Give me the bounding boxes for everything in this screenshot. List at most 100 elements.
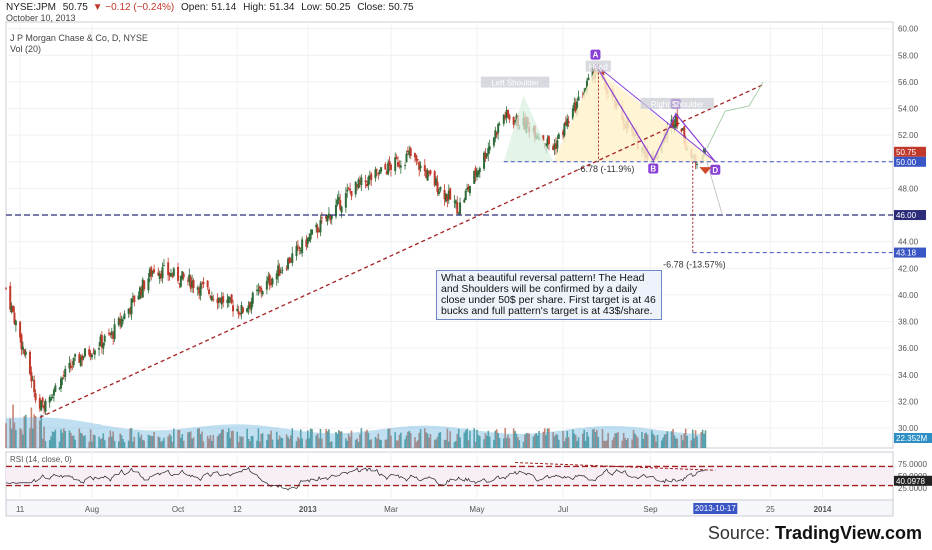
volume-bar xyxy=(308,438,310,448)
volume-bar xyxy=(573,433,576,448)
volume-bar xyxy=(51,431,54,448)
candle-body xyxy=(78,354,81,363)
volume-bar xyxy=(81,433,83,448)
volume-bar xyxy=(433,439,436,448)
candle-body xyxy=(117,318,120,326)
candle-body xyxy=(334,204,337,217)
candle-body xyxy=(474,168,477,176)
volume-bar xyxy=(479,436,481,448)
volume-bar xyxy=(336,433,339,448)
volume-bar xyxy=(118,441,120,448)
volume-bar xyxy=(704,430,707,448)
y-tick-label: 32.00 xyxy=(898,397,919,406)
volume-bar xyxy=(436,436,439,448)
candle-body xyxy=(74,354,77,357)
volume-bar xyxy=(72,435,75,448)
candle-body xyxy=(103,335,106,342)
price-badge xyxy=(894,247,926,258)
volume-bar xyxy=(676,438,679,448)
candle-body xyxy=(219,297,222,303)
candle-body xyxy=(58,388,61,389)
volume-bar xyxy=(612,437,615,448)
candle-body xyxy=(337,196,340,201)
candle-body xyxy=(681,128,684,131)
volume-bar xyxy=(141,439,144,448)
candle-body xyxy=(89,353,92,357)
shoulder-label: Head xyxy=(589,63,608,72)
high-label: High: xyxy=(243,2,267,13)
candle-body xyxy=(157,272,160,276)
candle-body xyxy=(446,195,449,201)
volume-bar xyxy=(445,439,447,448)
volume-bar xyxy=(398,434,401,448)
volume-bar xyxy=(369,440,371,448)
volume-bar xyxy=(614,433,616,448)
pattern-point-label: A xyxy=(593,51,599,60)
volume-bar xyxy=(596,429,598,448)
volume-bar xyxy=(257,428,260,448)
candle-body xyxy=(404,164,407,166)
volume-bar xyxy=(216,436,219,448)
candle-body xyxy=(319,220,322,233)
candle-body xyxy=(508,115,511,120)
candle-body xyxy=(327,213,330,217)
candle-body xyxy=(344,193,347,208)
left-shoulder-shade xyxy=(503,95,554,162)
volume-bar xyxy=(20,429,23,448)
volume-bar xyxy=(211,441,213,448)
volume-bar xyxy=(607,432,609,448)
volume-bar xyxy=(268,434,271,448)
volume-bar xyxy=(306,430,309,448)
candle-body xyxy=(256,289,259,291)
volume-bar xyxy=(161,440,164,448)
volume-bar xyxy=(376,438,378,448)
volume-bar xyxy=(486,435,488,448)
low-label: Low: xyxy=(301,2,323,13)
candle-body xyxy=(395,157,398,159)
price-badge-label: 50.75 xyxy=(896,148,917,157)
volume-bar xyxy=(340,431,343,448)
candle-body xyxy=(112,333,115,339)
volume-bar xyxy=(74,439,76,448)
candle-body xyxy=(415,155,418,161)
candle-body xyxy=(232,305,235,312)
candle-body xyxy=(437,191,440,195)
volume-bar xyxy=(256,440,258,448)
candle-body xyxy=(498,124,501,126)
volume-bar xyxy=(625,439,628,448)
volume-bar xyxy=(438,433,440,448)
volume-bar xyxy=(474,441,477,448)
volume-bar xyxy=(71,435,74,448)
high-value: 51.34 xyxy=(269,2,295,13)
x-tick-label: Aug xyxy=(85,505,99,514)
volume-bar xyxy=(39,420,41,448)
volume-bar xyxy=(646,434,649,448)
y-tick-label: 34.00 xyxy=(898,371,919,380)
volume-bar xyxy=(168,433,171,448)
volume-bar xyxy=(536,435,539,448)
candle-body xyxy=(318,230,321,233)
open-label: Open: xyxy=(181,2,209,13)
volume-bar xyxy=(143,440,145,448)
volume-bar xyxy=(495,429,498,448)
candle-body xyxy=(309,233,312,240)
candle-body xyxy=(676,114,679,127)
candle-body xyxy=(680,129,683,132)
candle-body xyxy=(148,269,151,278)
volume-bar xyxy=(502,438,505,448)
volume-bar xyxy=(453,441,456,448)
candle-body xyxy=(171,275,174,277)
volume-bar xyxy=(426,433,429,448)
x-tick-label: 2013 xyxy=(299,505,317,514)
volume-bar xyxy=(562,430,564,448)
candle-body xyxy=(240,305,243,315)
volume-bar xyxy=(112,431,114,448)
volume-bar xyxy=(635,435,638,448)
pattern-point-B xyxy=(648,163,659,174)
candle-body xyxy=(545,143,548,147)
volume-bar xyxy=(102,433,105,448)
open-value: 51.14 xyxy=(211,2,237,13)
volume-bar xyxy=(380,439,382,448)
